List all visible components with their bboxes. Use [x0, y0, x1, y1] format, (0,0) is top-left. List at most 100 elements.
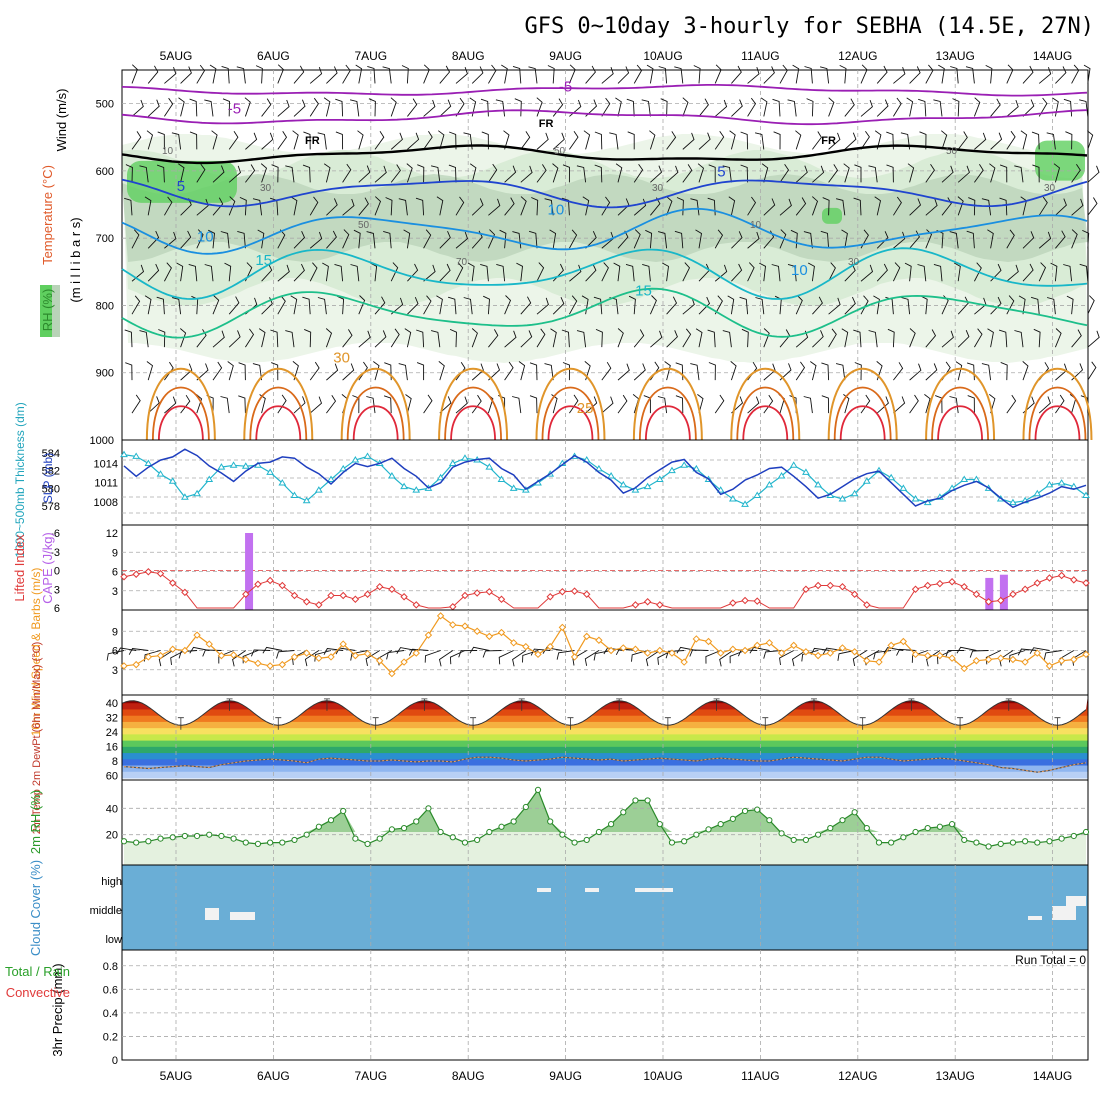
wind10m-barb [438, 650, 454, 667]
wind10m-point [449, 621, 457, 629]
wind-barb [617, 363, 630, 381]
wind-barb [909, 230, 920, 249]
wind-barb [504, 361, 514, 381]
rh2m-point [181, 832, 188, 840]
wind-barb [987, 229, 994, 249]
wind-barb [1038, 196, 1048, 216]
rh2m-point [571, 839, 578, 846]
wind-barb [178, 97, 185, 117]
wind-barb [504, 295, 512, 315]
wind-barb [957, 165, 970, 183]
wind-barb [147, 396, 160, 414]
wind-barb [707, 329, 716, 348]
rh2m-point [985, 843, 992, 850]
wind-barb [358, 165, 371, 183]
wind-barb [261, 263, 273, 282]
temperature-line [121, 700, 1087, 726]
wind10m-barb [837, 650, 855, 661]
wind-barb [974, 164, 984, 183]
temp-contour-30 [1028, 386, 1087, 441]
wind-barb [239, 196, 247, 216]
lifted-index-point [948, 578, 956, 586]
wind-barb [221, 65, 230, 84]
date-label-bottom: 6AUG [257, 1069, 290, 1083]
wind-barb [180, 328, 187, 348]
wind-barb [585, 231, 597, 249]
temp-contour-35 [255, 405, 302, 441]
wind-barb [641, 99, 651, 117]
wind10m-point [509, 639, 518, 647]
thickness-point [241, 462, 250, 469]
wind-barb [933, 263, 943, 282]
wind-barb [642, 263, 651, 282]
wind-barb [322, 262, 329, 282]
wind-barb [693, 65, 701, 84]
thickness-point [485, 463, 494, 470]
wind-barb [874, 196, 882, 216]
date-label-top: 13AUG [936, 49, 975, 63]
wind-barb [171, 297, 182, 315]
wind-barb [342, 329, 353, 348]
wind10m-barb [763, 650, 782, 659]
wind-barb [495, 99, 506, 117]
rh2m-point [717, 821, 724, 828]
wind10m-point [790, 641, 798, 650]
wind-barb [787, 263, 797, 282]
date-label-top: 7AUG [354, 49, 387, 63]
panel-frame [121, 949, 1089, 1061]
wind-barb [1000, 361, 1008, 381]
wind-barb [999, 164, 1008, 183]
wind-barb [358, 295, 366, 315]
y-tick-label: high [101, 876, 122, 888]
lifted-index-point [753, 597, 761, 605]
wind-barb [569, 394, 579, 414]
thickness-point [1045, 480, 1054, 488]
rh2m-point [1046, 838, 1053, 845]
rh-contour-label: 50 [946, 146, 958, 157]
lifted-index-point [923, 581, 932, 590]
wind-barb [423, 99, 436, 117]
thickness-point [1082, 491, 1090, 498]
wind-barb [1054, 328, 1062, 348]
wind-barb [950, 66, 959, 84]
rh-contour-label: 70 [456, 257, 468, 268]
wind10m-barb [665, 650, 685, 659]
wind-barb [740, 131, 749, 150]
wind-barb [139, 165, 149, 183]
wind-barb [593, 296, 603, 315]
contour-label: 15 [635, 282, 652, 299]
wind-barb [819, 66, 830, 84]
cloud-patch [205, 908, 219, 920]
wind-barb [131, 295, 141, 315]
thickness-point [619, 480, 628, 488]
wind-barb [860, 99, 873, 117]
lifted-index-point [826, 581, 834, 590]
wind-barb [747, 262, 755, 282]
thickness-point [692, 464, 701, 472]
millibars-axis-label: (m i l l i b a r s) [68, 217, 83, 302]
wind-barb [941, 197, 952, 216]
wind-barb [423, 131, 433, 150]
temperature-color-band [122, 759, 1088, 767]
wind-barb [925, 329, 937, 348]
wind-barb [245, 132, 258, 150]
wind-barb [985, 64, 993, 84]
wind-barb [488, 329, 499, 348]
wind-barb [828, 132, 841, 150]
wind10m-barb [498, 650, 514, 665]
wind-barb [423, 264, 436, 282]
wind-barb [228, 296, 240, 315]
wind10m-barb [116, 647, 137, 655]
wind-barb [569, 131, 579, 150]
temp-contour-30 [151, 386, 210, 441]
wind-barb [550, 328, 557, 348]
thickness-point [850, 489, 859, 497]
wind-barb [729, 130, 736, 150]
date-label-top: 9AUG [549, 49, 582, 63]
wind-barb [731, 231, 743, 249]
y-tick-label: 584 [42, 448, 60, 460]
wind-barb [594, 131, 603, 150]
lifted-index-point [400, 593, 408, 601]
rh2m-point [534, 786, 542, 794]
precip-convective-label: Convective [6, 985, 70, 1000]
